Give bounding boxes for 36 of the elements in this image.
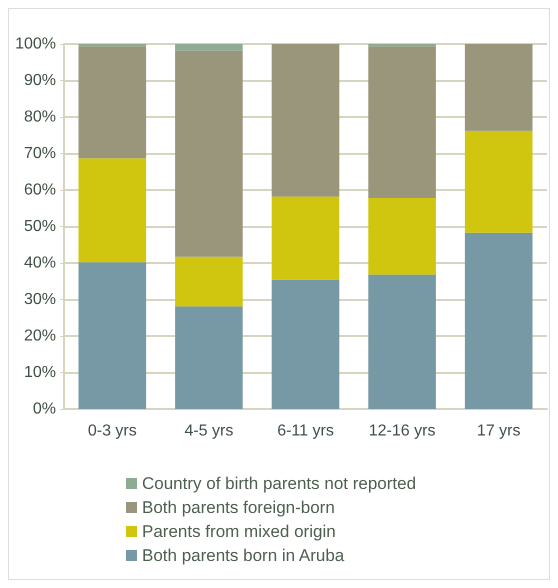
bar (78, 46, 146, 158)
y-tick-label: 20% (24, 328, 56, 344)
y-tick-label: 90% (24, 72, 56, 89)
y-tick-label: 70% (24, 145, 56, 162)
x-tick-label: 0-3 yrs (88, 422, 137, 440)
bar (78, 158, 146, 262)
bar (175, 256, 243, 306)
bar (175, 44, 243, 51)
y-tick-label: 10% (24, 364, 56, 381)
y-tick-label: 40% (24, 254, 56, 272)
bar (78, 262, 146, 409)
x-tick-label: 6-11 yrs (277, 422, 334, 440)
x-tick-label: 4-5 yrs (184, 422, 234, 440)
y-tick-label: 60% (24, 182, 56, 198)
legend-label: Parents from mixed origin (142, 522, 336, 541)
bar (272, 280, 340, 409)
bar (464, 44, 533, 131)
bar (272, 44, 340, 197)
bar (368, 46, 436, 198)
legend-label: Both parents foreign-born (142, 498, 335, 517)
x-tick-label: 12-16 yrs (368, 422, 436, 440)
y-tick-label: 30% (24, 291, 56, 308)
y-tick-label: 100% (15, 36, 56, 52)
bar (464, 232, 533, 409)
bar (272, 196, 340, 280)
bar (368, 198, 436, 275)
bar (175, 306, 243, 409)
legend-label: Country of birth parents not reported (142, 474, 416, 493)
bar (175, 50, 243, 257)
y-tick-label: 0% (32, 400, 56, 418)
y-tick-label: 50% (24, 218, 56, 235)
bar (464, 130, 533, 233)
legend-label: Both parents born in Aruba (142, 546, 345, 565)
y-tick-label: 80% (24, 108, 56, 126)
x-tick-label: 17 yrs (476, 422, 520, 440)
bar (368, 274, 436, 409)
